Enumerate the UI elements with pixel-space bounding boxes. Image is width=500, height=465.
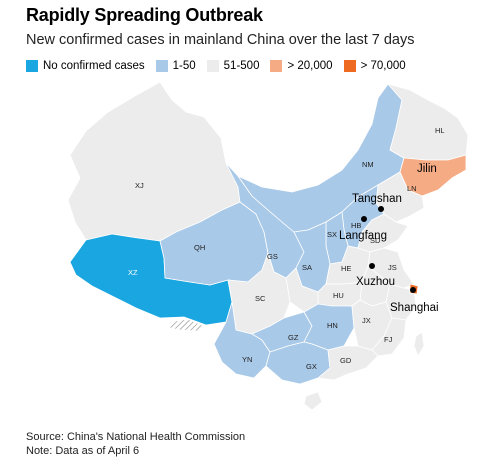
legend-item-51-500: 51-500 (206, 60, 260, 72)
legend-item-70000: > 70,000 (343, 60, 406, 72)
label-ln: LN (407, 184, 417, 193)
source-note: Source: China's National Health Commissi… (26, 430, 245, 458)
city-label-shanghai: Shanghai (390, 302, 439, 314)
province-fj[interactable] (371, 317, 407, 357)
label-qh: QH (194, 243, 205, 252)
label-sd: SD (370, 236, 381, 245)
legend-label-none: No confirmed cases (43, 60, 145, 72)
label-jilin: Jilin (417, 163, 437, 175)
disputed-area (169, 318, 205, 332)
label-jx: JX (362, 316, 371, 325)
label-xz: XZ (128, 268, 138, 277)
legend-swatch-none (26, 60, 38, 72)
note-line: Note: Data as of April 6 (26, 445, 140, 457)
label-gz: GZ (288, 333, 299, 342)
label-sc: SC (255, 294, 266, 303)
legend: No confirmed cases 1-50 51-500 > 20,000 … (26, 60, 417, 72)
label-xj: XJ (135, 181, 144, 190)
city-label-langfang: Langfang (339, 230, 387, 242)
legend-swatch-20000 (270, 60, 283, 72)
legend-item-20000: > 20,000 (270, 60, 333, 72)
label-nm: NM (362, 160, 374, 169)
legend-label-51-500: 51-500 (223, 60, 260, 72)
label-sx: SX (327, 230, 337, 239)
label-gd: GD (340, 356, 352, 365)
city-marker-tangshan (378, 206, 384, 212)
province-gd[interactable] (317, 345, 379, 381)
label-hu: HU (333, 291, 344, 300)
label-hl: HL (435, 126, 445, 135)
label-gs: GS (267, 252, 278, 261)
city-marker-langfang (361, 216, 367, 222)
label-yn: YN (242, 355, 252, 364)
label-hn: HN (327, 321, 338, 330)
legend-swatch-70000 (343, 60, 356, 72)
label-gx: GX (306, 362, 317, 371)
legend-item-1-50: 1-50 (155, 60, 196, 72)
city-marker-shanghai (410, 287, 416, 293)
label-js: JS (388, 263, 397, 272)
legend-swatch-51-500 (206, 60, 219, 72)
legend-label-1-50: 1-50 (172, 60, 196, 72)
legend-item-none: No confirmed cases (26, 60, 145, 72)
province-cq[interactable] (285, 267, 319, 313)
province-hainan[interactable] (303, 391, 323, 411)
chart-title: Rapidly Spreading Outbreak (26, 5, 263, 25)
province-hl[interactable] (387, 83, 469, 161)
city-label-xuzhou: Xuzhou (356, 276, 395, 288)
label-sa: SA (302, 263, 312, 272)
city-label-tangshan: Tangshan (352, 193, 402, 205)
label-fj: FJ (384, 335, 393, 344)
source-line: Source: China's National Health Commissi… (26, 431, 246, 443)
legend-swatch-1-50 (155, 60, 168, 72)
island-taiwan (413, 331, 425, 357)
legend-label-70000: > 70,000 (360, 60, 406, 72)
label-he: HE (341, 264, 351, 273)
legend-label-20000: > 20,000 (287, 60, 333, 72)
label-hb: HB (351, 221, 361, 230)
city-marker-xuzhou (369, 263, 375, 269)
chart-subtitle: New confirmed cases in mainland China ov… (26, 32, 415, 48)
